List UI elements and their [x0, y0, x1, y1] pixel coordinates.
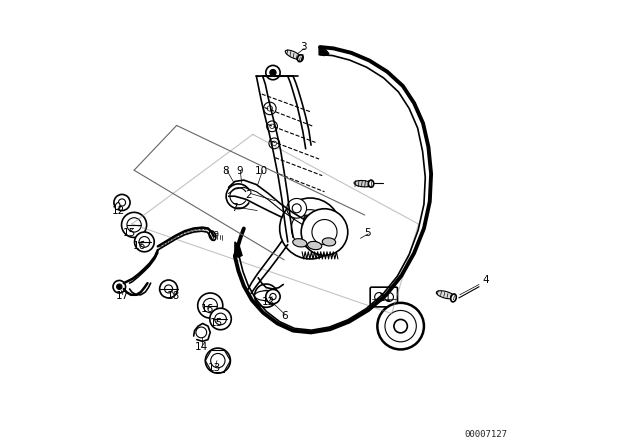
Text: 7: 7: [232, 203, 238, 213]
Circle shape: [116, 284, 122, 289]
Circle shape: [264, 102, 276, 115]
Circle shape: [385, 293, 394, 302]
Text: 6: 6: [281, 311, 287, 321]
Circle shape: [287, 198, 307, 218]
Text: 11: 11: [378, 293, 392, 303]
Circle shape: [270, 69, 276, 76]
Text: 12: 12: [262, 297, 275, 307]
Circle shape: [210, 308, 231, 330]
Text: 4: 4: [483, 275, 489, 285]
Circle shape: [292, 204, 301, 213]
Circle shape: [205, 348, 230, 373]
Circle shape: [378, 303, 424, 349]
Text: 2: 2: [245, 190, 252, 200]
Ellipse shape: [354, 181, 372, 187]
Circle shape: [312, 220, 337, 245]
Circle shape: [302, 220, 318, 237]
Polygon shape: [319, 47, 329, 56]
Text: 00007127: 00007127: [464, 430, 508, 439]
Ellipse shape: [307, 241, 322, 250]
Circle shape: [134, 232, 154, 252]
Circle shape: [266, 65, 280, 80]
Ellipse shape: [369, 180, 374, 187]
Text: 5: 5: [364, 228, 371, 238]
Circle shape: [301, 209, 348, 255]
Circle shape: [280, 198, 340, 259]
Text: 13: 13: [208, 363, 221, 373]
Circle shape: [122, 212, 147, 237]
Circle shape: [267, 121, 278, 132]
Circle shape: [394, 319, 408, 333]
Circle shape: [266, 289, 280, 304]
Polygon shape: [302, 215, 320, 238]
Text: 14: 14: [195, 342, 208, 352]
Circle shape: [269, 138, 280, 149]
Circle shape: [255, 284, 278, 307]
Circle shape: [114, 194, 130, 211]
Ellipse shape: [115, 202, 120, 210]
Text: 8: 8: [223, 166, 229, 176]
Text: 10: 10: [255, 166, 268, 176]
Ellipse shape: [298, 55, 303, 62]
Text: 16: 16: [200, 304, 214, 314]
Ellipse shape: [436, 291, 454, 299]
Polygon shape: [235, 242, 242, 257]
Ellipse shape: [285, 50, 301, 59]
Text: 9: 9: [236, 166, 243, 176]
Text: 3: 3: [300, 42, 307, 52]
Text: 18: 18: [166, 291, 180, 301]
Circle shape: [385, 310, 417, 342]
Text: 15: 15: [123, 228, 136, 238]
Circle shape: [374, 293, 383, 302]
Ellipse shape: [323, 238, 335, 246]
Circle shape: [196, 327, 207, 338]
Text: 17: 17: [115, 291, 129, 301]
Ellipse shape: [292, 239, 307, 247]
FancyBboxPatch shape: [370, 287, 397, 307]
Text: 12: 12: [112, 206, 125, 215]
Text: 15: 15: [209, 318, 223, 327]
Circle shape: [198, 293, 223, 318]
Circle shape: [113, 280, 125, 293]
Ellipse shape: [255, 291, 278, 301]
Ellipse shape: [209, 231, 216, 241]
Circle shape: [291, 210, 329, 247]
Ellipse shape: [451, 294, 456, 302]
Text: a: a: [214, 229, 219, 238]
Text: 16: 16: [133, 241, 147, 251]
Circle shape: [159, 280, 177, 298]
